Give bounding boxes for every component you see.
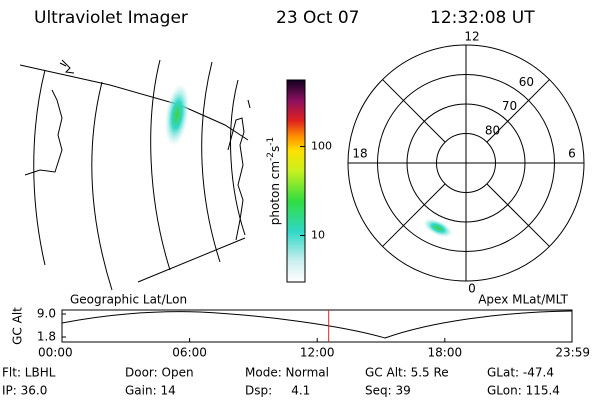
geo-map [19, 59, 251, 291]
mlat-circle [406, 103, 526, 223]
colorbar-label: photon cm-2s-1 [266, 137, 282, 226]
y-tick-label: 9.0 [37, 307, 56, 321]
label-sup: -2 [266, 152, 276, 161]
polar-diagonal [382, 79, 446, 143]
y-tick-label: 1.8 [37, 330, 56, 344]
info-field: Door: Open [125, 366, 194, 380]
info-field: GLon: 115.4 [487, 384, 560, 398]
info-field: Seq: 39 [365, 384, 411, 398]
x-tick-label: 18:00 [428, 346, 463, 360]
time: 12:32:08 UT [430, 8, 535, 28]
timeline-axes: 9.0 1.8 00:00 06:00 12:00 18:00 23:59 [37, 307, 590, 360]
date: 23 Oct 07 [276, 8, 359, 28]
timeline-frame [61, 309, 573, 343]
colorbar [286, 79, 306, 283]
mlt-label: 12 [464, 30, 479, 44]
label-part: photon cm [268, 161, 282, 225]
info-field: Gain: 14 [125, 384, 176, 398]
timeline-right-title: Apex MLat/MLT [478, 293, 568, 307]
polar-diagonal [382, 183, 446, 247]
altitude-curve [61, 310, 573, 339]
timeline-left-title: Geographic Lat/Lon [70, 293, 187, 307]
x-tick-label: 23:59 [555, 346, 590, 360]
footer: Flt: LBHL Door: Open Mode: Normal GC Alt: 5… [2, 366, 560, 398]
colorbar-ticks: 10 100 [300, 140, 332, 241]
mlt-label: 0 [468, 282, 476, 296]
x-tick-label: 00:00 [38, 346, 73, 360]
info-field: Mode: Normal [245, 366, 329, 380]
x-tick-label: 06:00 [172, 346, 207, 360]
info-field: GC Alt: 5.5 Re [365, 366, 449, 380]
x-tick-label: 12:00 [300, 346, 335, 360]
info-field: IP: 36.0 [2, 384, 47, 398]
mlat-circle [436, 133, 496, 193]
colorbar-tick-label: 100 [311, 140, 332, 153]
polar-diagonal [486, 79, 550, 143]
mlt-label: 18 [352, 147, 367, 161]
mlat-circle [377, 74, 555, 252]
colorbar-tick-label: 10 [311, 228, 325, 241]
mlt-label: 6 [568, 147, 576, 161]
polar-diagonal [486, 183, 550, 247]
mlat-label: 60 [519, 75, 534, 89]
instrument: Ultraviolet Imager [34, 8, 188, 28]
mlat-label: 70 [502, 99, 517, 113]
info-field: Flt: LBHL [2, 366, 56, 380]
mlat-label: 80 [485, 123, 500, 137]
label-sup: -1 [266, 137, 276, 146]
timeline-y-label: GC Alt [11, 307, 25, 345]
info-field: GLat: -47.4 [487, 366, 554, 380]
info-field: Dsp: 4.1 [245, 384, 310, 398]
label-part: s [268, 146, 282, 152]
